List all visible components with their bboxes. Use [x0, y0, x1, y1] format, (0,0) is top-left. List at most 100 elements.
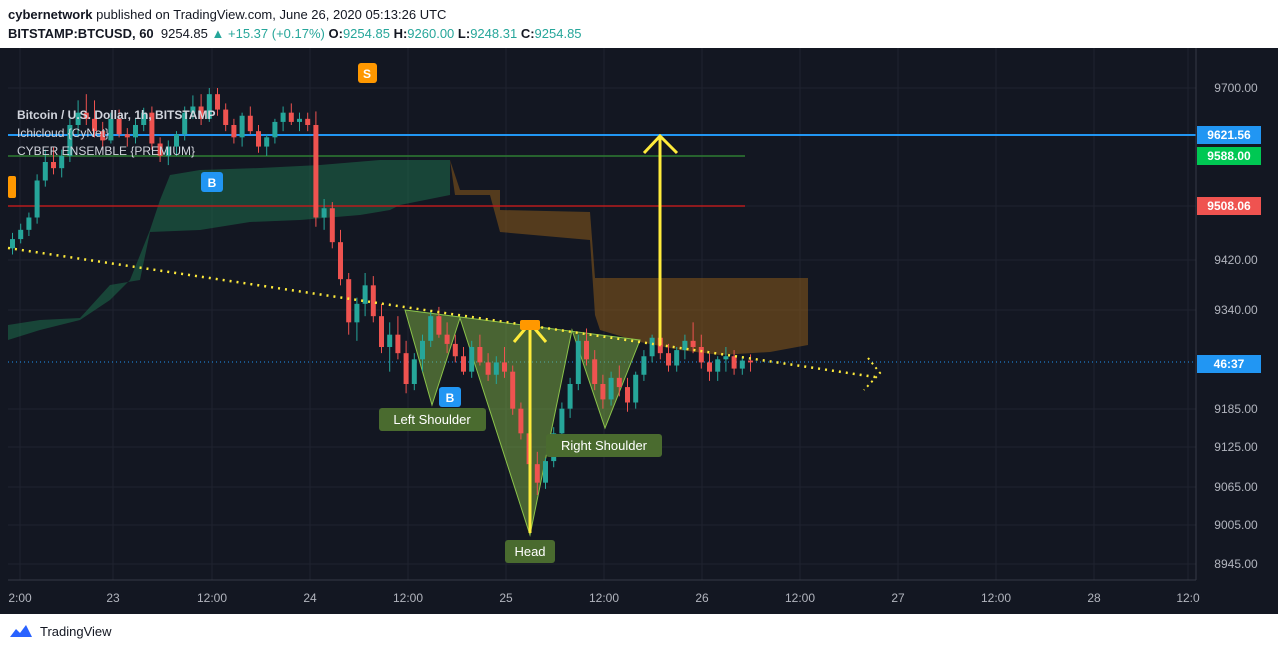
x-tick-label: 12:00	[785, 591, 815, 605]
candle-body	[190, 106, 196, 113]
buy-signal-badge[interactable]: B	[201, 172, 223, 192]
tradingview-logo[interactable]: TradingView	[8, 623, 112, 639]
x-tick-label: 26	[695, 591, 709, 605]
x-tick-label: 12:00	[197, 591, 227, 605]
x-tick-label: 12:0	[1176, 591, 1200, 605]
candle-body	[83, 112, 89, 119]
candle-body	[436, 316, 442, 335]
symbol-label: BITSTAMP:BTCUSD, 60	[8, 26, 154, 41]
legend-indicator-ichicloud[interactable]: Ichicloud {CyNet}	[17, 126, 110, 140]
time-axis[interactable]: 2:00 23 12:00 24 12:00 25 12:00 26 12:00 27 12:00 2…	[8, 591, 1200, 605]
y-tick-label: 9005.00	[1214, 518, 1258, 532]
up-triangle-icon: ▲	[211, 26, 225, 41]
candle-body	[633, 374, 639, 403]
candle-body	[625, 387, 630, 403]
candle-body	[608, 377, 614, 400]
candle-body	[575, 340, 581, 384]
publication-header: cybernetwork published on TradingView.co…	[0, 0, 1278, 48]
candle-body	[379, 316, 384, 347]
candle-body	[387, 334, 393, 347]
sell-signal-text: S	[363, 67, 371, 81]
candle-body	[444, 334, 450, 344]
candle-body	[108, 118, 114, 141]
candle-body	[600, 384, 606, 400]
candle-body	[338, 242, 343, 280]
y-tick-label: 9420.00	[1214, 253, 1258, 267]
candle-body	[297, 118, 302, 122]
head-label: Head	[505, 540, 555, 563]
candle-body	[666, 353, 671, 366]
candle-body	[329, 208, 335, 243]
candle-body	[395, 334, 401, 354]
svg-text:Left Shoulder: Left Shoulder	[393, 412, 471, 427]
price-label-text: 9508.06	[1207, 199, 1251, 213]
price-label-box	[1197, 126, 1261, 144]
author-name[interactable]: cybernetwork	[8, 7, 93, 22]
candle-body	[674, 350, 680, 366]
legend-main-series[interactable]: Bitcoin / U.S. Dollar, 1h, BITSTAMP	[17, 108, 216, 122]
candle-body	[18, 229, 24, 240]
legend-indicator-ensemble[interactable]: CYBER ENSEMBLE {PREMIUM}	[17, 144, 196, 158]
candle-body	[256, 131, 261, 147]
left-edge-marker	[8, 176, 16, 198]
last-price: 9254.85	[160, 26, 208, 41]
price-change: +15.37 (+0.17%)	[228, 26, 325, 41]
candle-body	[731, 356, 737, 369]
y-tick-label: 9185.00	[1214, 402, 1258, 416]
candle-body	[215, 94, 220, 110]
candle-body	[748, 360, 753, 363]
candle-body	[592, 359, 598, 384]
buy-signal-badge-2[interactable]: B	[439, 387, 461, 407]
price-label-box	[1197, 197, 1261, 215]
left-shoulder-label: Left Shoulder	[379, 408, 486, 431]
candle-body	[362, 285, 368, 304]
candle-body	[584, 340, 589, 360]
candle-body	[707, 362, 712, 372]
candle-body	[346, 279, 352, 323]
candle-body	[690, 340, 696, 347]
high-value: 9260.00	[407, 26, 455, 41]
x-tick-label: 25	[499, 591, 513, 605]
candle-body	[420, 340, 425, 360]
candle-body	[698, 347, 704, 363]
close-value: 9254.85	[534, 26, 582, 41]
high-label: H:	[393, 26, 408, 41]
sell-signal-badge[interactable]: S	[358, 63, 377, 83]
x-tick-label: 12:00	[589, 591, 619, 605]
candle-body	[715, 359, 721, 372]
candle-body	[559, 408, 565, 434]
candle-body	[567, 384, 573, 409]
candle-body	[116, 118, 122, 135]
candle-body	[34, 180, 40, 218]
svg-text:Right Shoulder: Right Shoulder	[561, 438, 648, 453]
candle-body	[157, 143, 163, 156]
candles	[10, 88, 753, 495]
candle-body	[231, 125, 237, 138]
y-tick-label: 9700.00	[1214, 81, 1258, 95]
target-arrow-tip-icon	[642, 133, 679, 155]
green-cloud	[8, 160, 450, 340]
candle-body	[67, 125, 73, 156]
y-tick-label: 8945.00	[1214, 557, 1258, 571]
candle-body	[280, 112, 286, 122]
candle-body	[124, 134, 130, 138]
price-label-text: 9621.56	[1207, 128, 1251, 142]
candle-body	[461, 356, 466, 372]
candle-body	[469, 347, 475, 372]
candle-body	[534, 464, 540, 483]
y-tick-label: 9340.00	[1214, 303, 1258, 317]
low-label: L:	[457, 26, 471, 41]
buy-signal-text: B	[208, 176, 217, 190]
x-tick-label: 12:00	[393, 591, 423, 605]
candle-body	[723, 356, 729, 360]
x-tick-label: 27	[891, 591, 905, 605]
candle-body	[10, 239, 15, 249]
x-tick-label: 24	[303, 591, 317, 605]
candle-body	[739, 360, 745, 369]
chart-area[interactable]: B S B Left Shoulder Head Right Shoulder …	[0, 48, 1278, 614]
candlestick-chart[interactable]: B S B Left Shoulder Head Right Shoulder …	[0, 48, 1278, 614]
candle-body	[264, 137, 270, 147]
candle-body	[452, 343, 458, 357]
candle-body	[141, 112, 147, 125]
candle-body	[59, 155, 65, 169]
